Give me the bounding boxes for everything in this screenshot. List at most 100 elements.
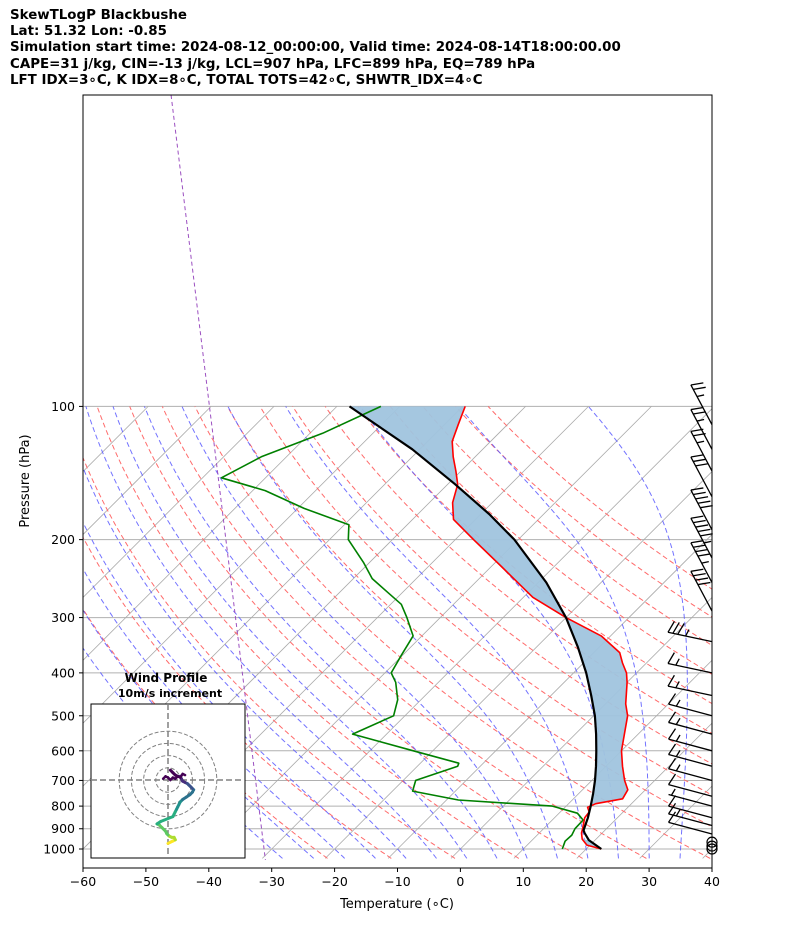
dry-adiabat-line [96,406,520,859]
y-tick-label: 100 [51,399,75,414]
wind-barb-half-flag [675,658,680,666]
moist-adiabat-line [181,406,528,859]
wind-barb-flag [690,406,704,411]
wind-barb-staff [668,703,713,717]
wind-barb-flag [677,623,685,635]
wind-barb-half-flag [696,394,705,398]
y-tick-label: 600 [51,743,75,758]
moist-adiabat-line [588,406,688,859]
dry-adiabat-line [83,456,456,859]
cape-area [349,406,628,807]
wind-barb [668,788,713,807]
moist-adiabat-line [227,406,558,859]
wind-barb-half-flag [670,788,676,796]
wind-barb [667,652,713,674]
wind-barb [667,711,713,735]
wind-barb-flag [667,728,677,740]
dry-adiabat-line [194,406,711,859]
wind-barb [667,802,713,827]
wind-barbs [667,382,718,855]
wind-barb-flag [693,544,706,548]
wind-barb-staff [668,821,713,835]
x-tick-label: −10 [384,874,410,889]
wind-barb-flag [700,504,713,509]
hodograph-segment [168,768,175,775]
wind-barb-staff [690,571,713,612]
moist-adiabat-line [458,406,650,859]
x-tick-label: −40 [196,874,222,889]
wind-barb [690,515,713,559]
wind-barb-flag [693,386,706,391]
wind-barb-half-flag [701,560,709,564]
special-reference-line [170,95,266,861]
wind-barb-half-flag [685,629,690,637]
wind-barb [690,382,713,426]
isotherm-line [387,533,712,859]
wind-barb-flag [695,548,709,553]
thermal-indices-line: LFT IDX=3∘C, K IDX=8∘C, TOTAL TOTS=42∘C,… [10,72,483,88]
wind-barb-half-flag [703,540,712,544]
wind-barb-half-flag [675,809,681,817]
hodograph-inset: Wind Profile 10m/s increment [90,671,246,859]
x-tick-label: −20 [321,874,347,889]
wind-barb-half-flag [675,681,680,689]
hodograph-title-line1: Wind Profile [125,671,208,685]
coordinates-line: Lat: 51.32 Lon: -0.85 [10,24,167,40]
isotherm-line [450,596,712,859]
wind-barb-flag [667,773,677,785]
wind-barb-staff [690,542,713,583]
wind-barb-flag [672,622,680,634]
wind-barb [690,487,713,531]
hodograph-upper-segment [181,772,187,777]
wind-barb-flag [667,811,677,823]
y-tick-label: 900 [51,821,75,836]
temperature-profile-line [451,406,629,850]
x-tick-label: 10 [515,874,531,889]
wind-barb-half-flag [675,717,681,725]
x-tick-label: 20 [578,874,594,889]
x-tick-label: −60 [70,874,96,889]
dry-adiabat-line [129,406,583,859]
wind-barb-flag [693,491,706,496]
isotherm-line [83,406,338,661]
moist-adiabat-line [285,406,589,859]
simulation-time-line: Simulation start time: 2024-08-12_00:00:… [10,40,621,56]
wind-barb-staff [690,489,713,531]
x-tick-label: 40 [704,874,720,889]
dry-adiabat-line [422,406,712,646]
y-tick-label: 200 [51,532,75,547]
dry-adiabat-line [292,406,712,765]
moist-adiabat-line [112,406,468,859]
wind-barb-flag [693,411,706,415]
wind-barb-half-flag [675,699,681,707]
wind-barb-flag [690,568,704,572]
wind-barb-staff [668,768,713,782]
wind-barb-flag [695,577,709,581]
wind-barb-staff [690,517,713,559]
x-tick-label: 0 [456,874,464,889]
wind-barb-staff [668,813,713,827]
isotherm-line [83,406,212,536]
moist-adiabat-line [359,406,619,859]
isotherm-line [83,406,463,787]
wind-barb-staff [667,631,713,643]
wind-barb-half-flag [675,734,681,742]
wind-barb-flag [695,463,709,467]
chart-header: SkewTLogP Blackbushe Lat: 51.32 Lon: -0.… [10,8,621,89]
isotherm-line [324,471,712,859]
wind-barb-flag [697,500,711,504]
hodograph-title-line2: 10m/s increment [118,687,222,700]
y-tick-label: 300 [51,610,75,625]
dry-adiabat-line [487,406,712,590]
station-title: SkewTLogP Blackbushe [10,8,187,23]
y-tick-label: 400 [51,665,75,680]
wind-barb-half-flag [696,440,705,444]
wind-barb [667,773,713,797]
isotherm-line [576,722,712,859]
wind-barb-flag [667,621,675,633]
wind-barb-staff [690,409,713,450]
wind-barb-flag [667,674,675,687]
isotherm-line [83,406,275,598]
wind-barb-staff [690,456,713,498]
